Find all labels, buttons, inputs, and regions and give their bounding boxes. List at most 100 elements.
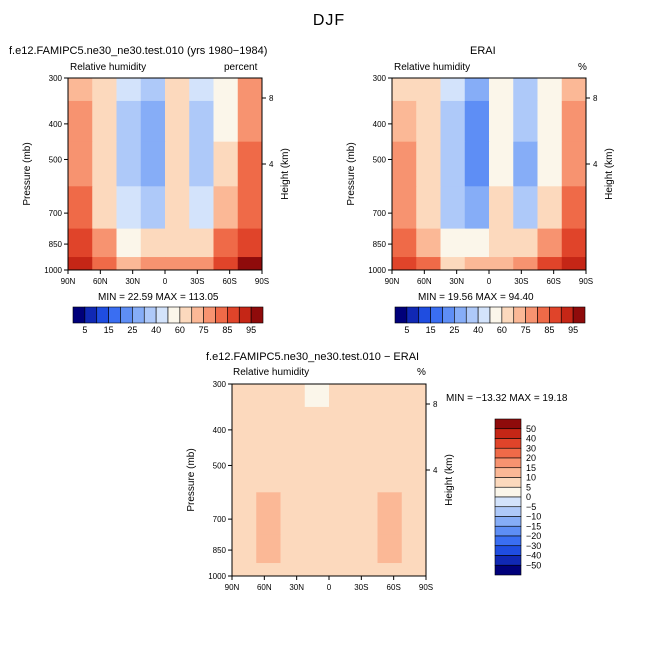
obs-cell xyxy=(440,186,466,230)
diff-cell xyxy=(377,406,403,449)
model-cell xyxy=(140,257,166,270)
model-cell xyxy=(92,228,117,258)
model-xtick-label: 90N xyxy=(61,277,76,286)
obs-cell xyxy=(440,100,466,143)
obs-cell xyxy=(464,257,490,270)
diff-cell xyxy=(304,384,330,408)
model-colorbar-label: 15 xyxy=(104,325,114,335)
model-cell xyxy=(116,257,142,270)
diff-y2tick-label: 8 xyxy=(433,400,438,409)
diff-cell xyxy=(329,563,354,576)
obs-cell xyxy=(489,228,514,258)
model-colorbar-swatch xyxy=(84,306,98,324)
obs-cell xyxy=(489,100,514,143)
diff-cell xyxy=(329,406,354,449)
obs-cell xyxy=(537,141,563,187)
obs-plot-area: 90N 60N 30N 0 30S 60S 90S 300 400 500 700 850 1000 8 4… xyxy=(346,74,615,286)
obs-xtick-label: 60N xyxy=(417,277,432,286)
obs-cell xyxy=(392,228,417,258)
diff-colorbar-label: −50 xyxy=(526,560,541,570)
diff-cell xyxy=(280,406,306,449)
diff-colorbar-label: −15 xyxy=(526,521,541,531)
model-cell xyxy=(92,78,117,102)
diff-cell xyxy=(377,384,403,408)
obs-xtick-label: 90N xyxy=(385,277,400,286)
diff-colorbar-label: −30 xyxy=(526,541,541,551)
diff-cell xyxy=(377,563,403,576)
model-contour-plot: 90N 60N 30N 0 30S 60S 90S 300 400 500 700 850 1000 8 4… xyxy=(22,74,291,286)
obs-cell xyxy=(440,78,466,102)
diff-cell xyxy=(401,563,426,576)
diff-cell xyxy=(232,384,257,408)
model-xtick-label: 60S xyxy=(223,277,237,286)
model-xtick-label: 30S xyxy=(190,277,204,286)
obs-cell xyxy=(537,78,563,102)
model-colorbar-swatch xyxy=(250,306,264,324)
diff-stats: MIN = −13.32 MAX = 19.18 xyxy=(446,393,568,404)
diff-ytick-label: 1000 xyxy=(208,572,226,581)
model-cell xyxy=(140,100,166,143)
model-colorbar-label: 85 xyxy=(222,325,232,335)
obs-cell xyxy=(513,228,538,258)
model-cell xyxy=(165,257,190,270)
model-cell xyxy=(213,228,239,258)
obs-cell xyxy=(537,257,563,270)
diff-xtick-label: 30N xyxy=(289,583,304,592)
model-cell xyxy=(213,78,239,102)
diff-colorbar-swatch xyxy=(494,477,522,488)
model-stats: MIN = 22.59 MAX = 113.05 xyxy=(98,292,219,303)
diff-cell xyxy=(256,406,281,449)
diff-colorbar-swatch xyxy=(494,506,522,517)
diff-cell xyxy=(401,492,426,536)
diff-colorbar-label: 50 xyxy=(526,424,536,434)
diff-colorbar-swatch xyxy=(494,564,522,576)
obs-cell xyxy=(464,141,490,187)
model-colorbar-swatch xyxy=(120,306,133,324)
diff-cell xyxy=(353,406,378,449)
obs-colorbar-swatch xyxy=(454,306,467,324)
model-cell xyxy=(189,186,214,230)
obs-y2tick-label: 8 xyxy=(593,94,598,103)
diff-ytick-label: 300 xyxy=(213,380,227,389)
model-cell xyxy=(189,228,214,258)
model-colorbar-swatch xyxy=(215,306,228,324)
model-cell xyxy=(213,186,239,230)
obs-ylabel: Pressure (mb) xyxy=(346,142,357,205)
diff-colorbar-label: 0 xyxy=(526,492,531,502)
diff-cell xyxy=(256,447,281,493)
diff-cell xyxy=(256,384,281,408)
diff-xtick-label: 0 xyxy=(327,583,332,592)
diff-cell xyxy=(304,534,330,564)
diff-cell xyxy=(401,534,426,564)
obs-y2label: Height (km) xyxy=(604,148,615,200)
diff-colorbar-swatch xyxy=(494,496,522,508)
model-cell xyxy=(189,141,214,187)
obs-colorbar-swatch xyxy=(465,306,479,324)
diff-cell xyxy=(232,406,257,449)
diff-cell xyxy=(280,447,306,493)
model-cell xyxy=(237,186,262,230)
obs-ytick-label: 400 xyxy=(373,120,387,129)
diff-colorbar-swatch xyxy=(494,535,522,547)
model-cell xyxy=(92,257,117,270)
model-y2tick-label: 4 xyxy=(269,160,274,169)
obs-field-cells xyxy=(392,78,586,270)
obs-cell xyxy=(513,186,538,230)
diff-cell xyxy=(377,447,403,493)
obs-cell xyxy=(561,78,586,102)
model-colorbar-swatch xyxy=(143,306,157,324)
model-cell xyxy=(165,186,190,230)
model-cell xyxy=(213,257,239,270)
model-cell xyxy=(237,78,262,102)
obs-ytick-label: 500 xyxy=(373,155,387,164)
obs-colorbar-swatch xyxy=(477,306,491,324)
diff-xtick-label: 60S xyxy=(387,583,401,592)
diff-cell xyxy=(232,563,257,576)
model-colorbar-label: 5 xyxy=(82,325,87,335)
diff-colorbar-label: 20 xyxy=(526,453,536,463)
obs-colorbar-swatch xyxy=(513,306,526,324)
obs-cell xyxy=(489,141,514,187)
model-colorbar-swatch xyxy=(167,306,181,324)
diff-cell xyxy=(232,492,257,536)
model-cell xyxy=(116,100,142,143)
